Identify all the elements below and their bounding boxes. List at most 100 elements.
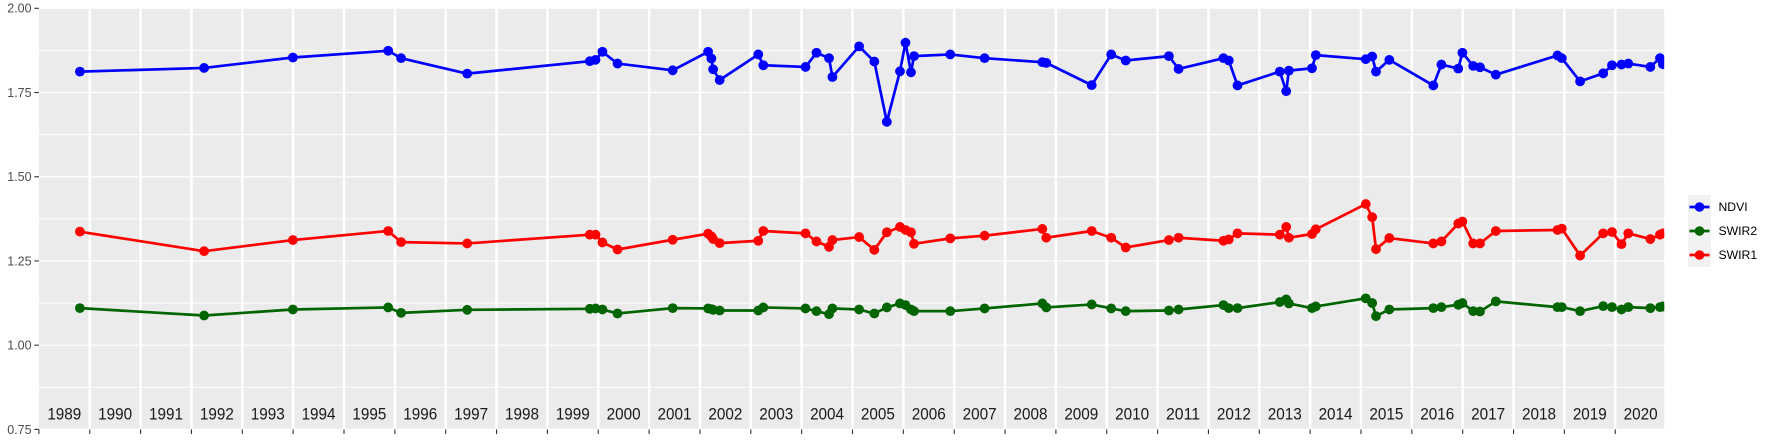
series-swir2-point: [1645, 303, 1656, 314]
series-ndvi-point: [900, 37, 911, 48]
series-ndvi-point: [881, 116, 892, 127]
series-swir2-point: [1436, 302, 1447, 313]
x-year-label: 2018: [1522, 406, 1556, 424]
series-ndvi-point: [597, 46, 608, 57]
series-ndvi-point: [74, 66, 85, 77]
series-swir1-point: [758, 226, 769, 236]
x-year-label: 1990: [98, 406, 132, 424]
series-ndvi-point: [199, 63, 210, 73]
series-ndvi-point: [1556, 53, 1567, 64]
series-ndvi-point: [1598, 68, 1609, 79]
series-ndvi-point: [1371, 66, 1381, 77]
series-swir1-point: [1623, 228, 1634, 239]
series-swir2-point: [1163, 305, 1174, 316]
series-swir1-point: [1086, 226, 1097, 236]
series-swir1-point: [1607, 227, 1617, 237]
series-ndvi-point: [462, 68, 473, 79]
x-year-label: 2013: [1268, 406, 1302, 424]
series-swir1-point: [1658, 228, 1665, 239]
series-ndvi-point: [383, 45, 394, 56]
legend-key-dot: [1694, 201, 1704, 212]
x-year-label: 1998: [505, 406, 539, 424]
legend-item-swir1: SWIR1: [1687, 242, 1757, 267]
x-year-label: 1992: [200, 406, 234, 424]
series-swir1-point: [1163, 235, 1174, 245]
legend-key-mark: [1689, 225, 1709, 236]
series-swir1-point: [1310, 224, 1321, 235]
series-ndvi-point: [753, 49, 764, 60]
series-swir2-point: [1607, 302, 1617, 313]
series-swir1-point: [1120, 242, 1131, 253]
series-ndvi-point: [1274, 66, 1285, 77]
x-year-label: 2001: [658, 406, 692, 424]
series-swir2-point: [1575, 306, 1586, 317]
series-swir2-point: [909, 306, 919, 317]
series-swir1-point: [199, 246, 210, 257]
series-ndvi-point: [706, 53, 717, 64]
series-ndvi-point: [1475, 62, 1485, 73]
series-ndvi-point: [827, 72, 838, 82]
series-swir2-point: [714, 305, 725, 316]
series-swir2-point: [1367, 298, 1378, 308]
series-swir2-point: [199, 310, 210, 321]
series-swir2-point: [1371, 311, 1381, 322]
series-ndvi-point: [1457, 47, 1468, 58]
series-ndvi-point: [1283, 65, 1294, 76]
x-year-label: 2011: [1166, 406, 1200, 424]
series-swir2-point: [667, 303, 678, 314]
series-ndvi-point: [612, 58, 623, 69]
series-swir1-point: [906, 227, 916, 238]
x-year-label: 2016: [1420, 406, 1454, 424]
series-swir1-point: [1041, 232, 1052, 243]
series-swir2-point: [396, 307, 406, 318]
series-swir1-point: [383, 226, 394, 236]
series-ndvi-point: [1041, 57, 1052, 68]
series-swir2-point: [1283, 298, 1294, 309]
series-swir2-point: [1384, 304, 1395, 315]
series-swir2-point: [597, 304, 608, 315]
series-swir1-point: [597, 237, 608, 248]
x-year-label: 1997: [454, 406, 488, 424]
series-swir1-point: [1616, 239, 1627, 250]
series-ndvi-point: [1223, 55, 1234, 66]
legend-item-ndvi: NDVI: [1687, 194, 1758, 219]
legend-label-ndvi: NDVI: [1718, 199, 1748, 214]
series-swir1-point: [1360, 199, 1371, 209]
series-swir2-point: [1223, 303, 1234, 314]
series-swir2-point: [1428, 303, 1439, 314]
y-axis-label: 1.50: [7, 170, 31, 184]
series-swir1-point: [1428, 238, 1439, 249]
series-ndvi-point: [590, 54, 601, 65]
legend-key-mark: [1689, 201, 1709, 212]
series-swir1-point: [1598, 228, 1609, 239]
series-swir1-point: [753, 235, 764, 246]
series-ndvi-point: [1436, 59, 1447, 70]
series-ndvi-point: [1310, 50, 1321, 61]
series-swir2-point: [979, 303, 990, 314]
series-ndvi-point: [1163, 51, 1174, 62]
x-year-label: 2010: [1115, 406, 1149, 424]
legend-key-swir2-icon: [1687, 218, 1711, 243]
series-swir1-point: [909, 238, 919, 249]
series-swir1-point: [1490, 226, 1501, 236]
series-swir2-point: [854, 304, 865, 315]
series-ndvi-point: [854, 41, 865, 52]
legend: NDVI SWIR2 SWIR1: [1687, 194, 1758, 267]
series-swir1-point: [1106, 232, 1117, 243]
series-ndvi-point: [396, 53, 406, 64]
series-swir1-point: [714, 238, 725, 249]
series-swir1-point: [854, 232, 865, 242]
series-ndvi-point: [800, 62, 811, 72]
series-swir1-point: [1173, 232, 1184, 243]
x-year-label: 1999: [556, 406, 590, 424]
x-year-label: 1991: [149, 406, 183, 424]
series-ndvi-point: [1490, 69, 1501, 80]
x-year-label: 2002: [708, 406, 742, 424]
series-ndvi-point: [758, 60, 769, 71]
legend-key-dot: [1694, 249, 1704, 260]
x-year-label: 1993: [251, 406, 285, 424]
x-year-label: 2014: [1319, 406, 1353, 424]
series-swir2-point: [1658, 301, 1665, 312]
x-year-label: 2000: [607, 406, 641, 424]
